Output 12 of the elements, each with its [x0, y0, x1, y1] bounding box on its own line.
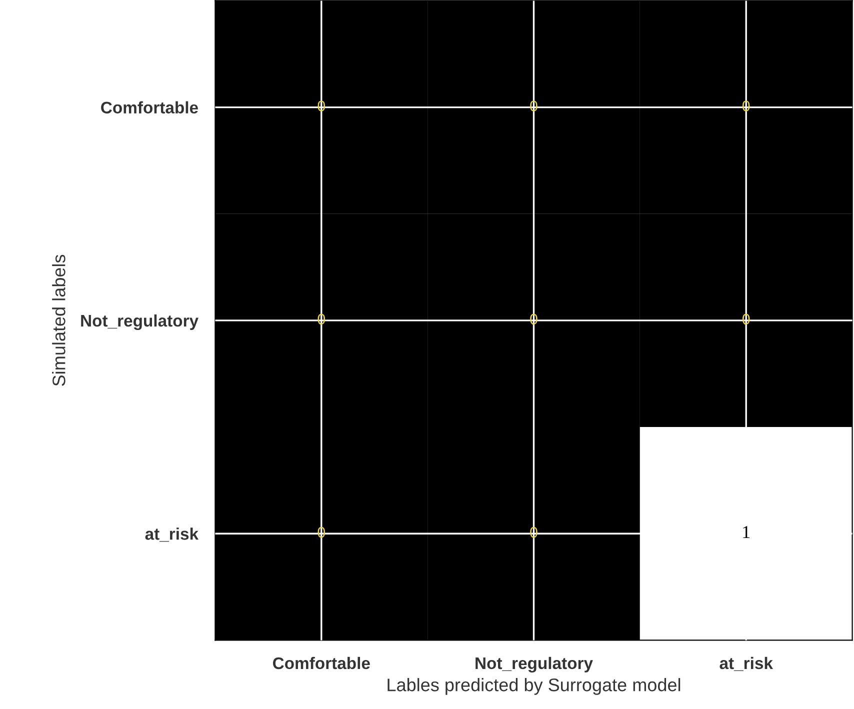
- data-label: 0: [318, 314, 326, 325]
- x-tick-label: at_risk: [720, 656, 773, 672]
- data-label: 1: [743, 526, 750, 538]
- y-axis-title: Simulated labels: [52, 254, 66, 386]
- y-tick-label: Not_regulatory: [81, 314, 198, 330]
- data-label: 0: [318, 526, 326, 538]
- y-tick-label: Comfortable: [101, 101, 198, 114]
- data-label: 0: [742, 314, 750, 325]
- y-tick-label: at_risk: [145, 528, 199, 542]
- x-tick-label: Not_regulatory: [476, 656, 593, 673]
- x-tick-label: Comfortable: [273, 656, 370, 670]
- x-axis-title: Lables predicted by Surrogate model: [388, 678, 680, 695]
